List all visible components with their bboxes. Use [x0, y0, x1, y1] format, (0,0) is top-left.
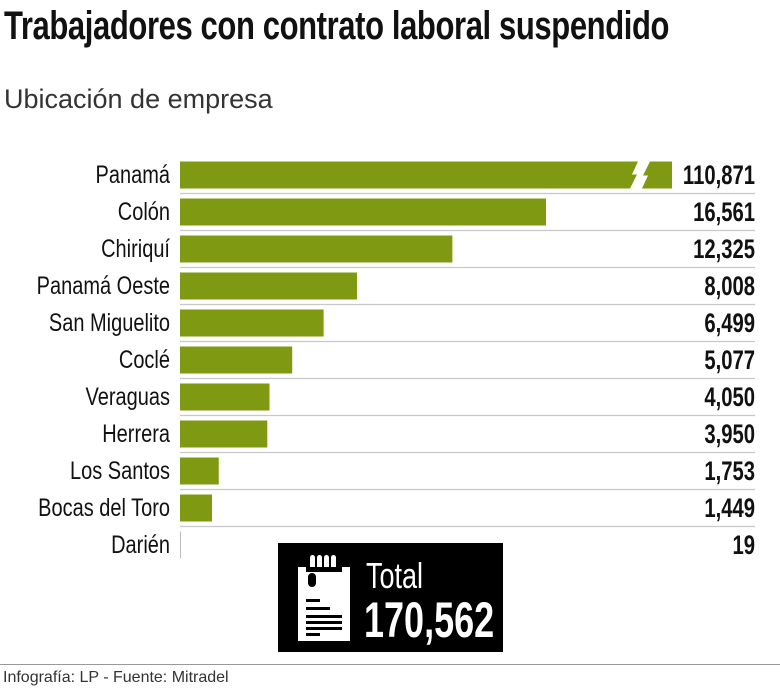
bar-chart: Panamá 110,871 Colón 16,561 Chiriquí 12,325 Pa…	[37, 160, 755, 561]
footer-divider	[0, 664, 780, 665]
value-label: 110,871	[683, 160, 755, 191]
category-label: Chiriquí	[101, 235, 171, 263]
category-label: Coclé	[119, 346, 170, 374]
footer-source: Infografía: LP - Fuente: Mitradel	[3, 669, 229, 686]
value-label: 4,050	[704, 382, 755, 413]
document-clipboard-icon	[298, 555, 350, 641]
category-label: Colón	[118, 198, 170, 226]
bar	[180, 161, 672, 189]
value-label: 5,077	[704, 345, 755, 376]
subtitle: Ubicación de empresa	[4, 84, 273, 114]
bar	[180, 346, 293, 374]
value-label: 1,753	[704, 456, 755, 487]
category-label: Bocas del Toro	[38, 494, 170, 522]
bar	[180, 531, 181, 559]
category-label: Panamá	[96, 161, 171, 189]
bar	[180, 235, 453, 263]
total-value: 170,562	[364, 592, 495, 648]
value-label: 19	[732, 530, 755, 561]
value-label: 1,449	[704, 493, 755, 524]
category-label: Herrera	[102, 420, 170, 448]
category-label: Panamá Oeste	[37, 272, 170, 300]
page-title: Trabajadores con contrato laboral suspen…	[4, 4, 670, 48]
axis-break	[630, 161, 650, 189]
value-label: 16,561	[693, 197, 755, 228]
total-label: Total	[366, 555, 424, 596]
value-label: 3,950	[704, 419, 755, 450]
category-label: San Miguelito	[49, 309, 170, 337]
bar	[180, 383, 270, 411]
bar	[180, 198, 546, 226]
bar	[180, 420, 268, 448]
value-label: 8,008	[704, 271, 755, 302]
bar	[180, 494, 213, 522]
value-label: 12,325	[693, 234, 755, 265]
category-label: Veraguas	[86, 383, 170, 411]
total-box: Total 170,562	[278, 543, 503, 652]
category-label: Darién	[111, 531, 170, 559]
bar	[180, 272, 357, 300]
bar	[180, 457, 219, 485]
value-label: 6,499	[704, 308, 755, 339]
category-label: Los Santos	[70, 457, 170, 485]
bar	[180, 309, 324, 337]
